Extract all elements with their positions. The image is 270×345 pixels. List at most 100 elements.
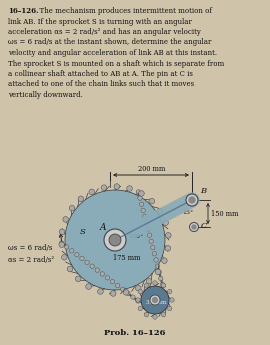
Text: 30 mm: 30 mm bbox=[146, 299, 166, 305]
Circle shape bbox=[123, 289, 129, 295]
Text: C: C bbox=[201, 222, 207, 230]
Circle shape bbox=[110, 279, 115, 284]
Circle shape bbox=[186, 194, 198, 206]
Circle shape bbox=[157, 208, 163, 214]
Text: 150 mm: 150 mm bbox=[211, 209, 238, 217]
Circle shape bbox=[136, 299, 140, 303]
Circle shape bbox=[63, 217, 68, 222]
Circle shape bbox=[170, 298, 174, 302]
Circle shape bbox=[59, 241, 64, 245]
Circle shape bbox=[75, 253, 79, 257]
Circle shape bbox=[144, 283, 149, 287]
Text: attached to one of the chain links such that it moves: attached to one of the chain links such … bbox=[8, 80, 194, 89]
Circle shape bbox=[114, 184, 120, 189]
Circle shape bbox=[138, 289, 143, 294]
Circle shape bbox=[95, 268, 99, 272]
Circle shape bbox=[144, 313, 149, 317]
Circle shape bbox=[139, 202, 144, 206]
Circle shape bbox=[151, 245, 155, 250]
Circle shape bbox=[136, 285, 141, 291]
Circle shape bbox=[153, 297, 157, 303]
Text: vertically downward.: vertically downward. bbox=[8, 91, 83, 99]
Circle shape bbox=[138, 306, 143, 311]
Circle shape bbox=[138, 196, 142, 200]
Circle shape bbox=[163, 220, 168, 226]
Circle shape bbox=[116, 283, 120, 288]
Circle shape bbox=[136, 298, 140, 302]
Circle shape bbox=[89, 189, 94, 195]
Circle shape bbox=[166, 233, 171, 238]
Circle shape bbox=[67, 266, 73, 272]
Circle shape bbox=[149, 239, 153, 244]
Circle shape bbox=[100, 272, 104, 276]
Text: B: B bbox=[200, 187, 206, 195]
Text: S: S bbox=[80, 228, 86, 236]
Circle shape bbox=[90, 264, 94, 268]
Circle shape bbox=[62, 255, 67, 260]
Text: link AB. If the sprocket S is turning with an angular: link AB. If the sprocket S is turning wi… bbox=[8, 18, 192, 26]
Text: velocity and angular acceleration of link AB at this instant.: velocity and angular acceleration of lin… bbox=[8, 49, 217, 57]
Text: The sprocket S is mounted on a shaft which is separate from: The sprocket S is mounted on a shaft whi… bbox=[8, 59, 224, 68]
Circle shape bbox=[143, 215, 147, 219]
Circle shape bbox=[149, 198, 155, 204]
Circle shape bbox=[189, 197, 195, 203]
Circle shape bbox=[120, 287, 125, 292]
Circle shape bbox=[165, 245, 171, 251]
Circle shape bbox=[59, 242, 65, 247]
Circle shape bbox=[101, 185, 107, 190]
Circle shape bbox=[147, 233, 152, 237]
Text: 175 mm: 175 mm bbox=[113, 254, 141, 262]
Circle shape bbox=[69, 205, 75, 211]
Circle shape bbox=[78, 196, 84, 201]
Circle shape bbox=[160, 283, 165, 287]
Circle shape bbox=[167, 289, 172, 294]
Text: Prob. 16–126: Prob. 16–126 bbox=[104, 329, 166, 337]
Text: ωs = 6 rad/s: ωs = 6 rad/s bbox=[8, 244, 52, 252]
Circle shape bbox=[75, 276, 81, 282]
Circle shape bbox=[109, 234, 121, 246]
Text: 200 mm: 200 mm bbox=[138, 165, 165, 173]
Text: 15°: 15° bbox=[182, 209, 193, 215]
Circle shape bbox=[146, 278, 152, 284]
Circle shape bbox=[153, 281, 157, 285]
Text: 130°: 130° bbox=[128, 235, 143, 239]
Circle shape bbox=[98, 289, 103, 294]
Text: a collinear shaft attached to AB at A. The pin at C is: a collinear shaft attached to AB at A. T… bbox=[8, 70, 193, 78]
Circle shape bbox=[65, 190, 165, 290]
Circle shape bbox=[80, 256, 84, 261]
Circle shape bbox=[161, 313, 166, 317]
Circle shape bbox=[190, 223, 198, 231]
Circle shape bbox=[126, 291, 130, 295]
Circle shape bbox=[141, 208, 145, 213]
Circle shape bbox=[85, 260, 89, 265]
Circle shape bbox=[139, 191, 144, 196]
Circle shape bbox=[105, 276, 110, 280]
Circle shape bbox=[70, 249, 74, 253]
Text: ωs = 6 rad/s at the instant shown, determine the angular: ωs = 6 rad/s at the instant shown, deter… bbox=[8, 39, 211, 47]
Circle shape bbox=[161, 258, 167, 264]
Circle shape bbox=[156, 264, 160, 268]
Circle shape bbox=[59, 229, 65, 235]
Text: A: A bbox=[100, 223, 106, 231]
Circle shape bbox=[127, 186, 132, 191]
Text: αs = 2 rad/s²: αs = 2 rad/s² bbox=[8, 256, 54, 264]
Text: 16–126.: 16–126. bbox=[8, 7, 39, 15]
Circle shape bbox=[192, 225, 196, 229]
Circle shape bbox=[86, 284, 91, 289]
Circle shape bbox=[154, 258, 158, 262]
Circle shape bbox=[157, 270, 161, 275]
Circle shape bbox=[65, 245, 69, 249]
Circle shape bbox=[110, 291, 116, 296]
Circle shape bbox=[152, 252, 157, 256]
Circle shape bbox=[144, 220, 148, 225]
Circle shape bbox=[141, 286, 169, 314]
Circle shape bbox=[158, 276, 163, 281]
Circle shape bbox=[155, 269, 161, 275]
Text: The mechanism produces intermittent motion of: The mechanism produces intermittent moti… bbox=[35, 7, 212, 15]
Circle shape bbox=[136, 190, 141, 194]
Circle shape bbox=[146, 227, 150, 231]
Circle shape bbox=[167, 306, 172, 311]
Circle shape bbox=[131, 295, 135, 299]
Circle shape bbox=[161, 283, 166, 287]
Text: acceleration αs = 2 rad/s² and has an angular velocity: acceleration αs = 2 rad/s² and has an an… bbox=[8, 28, 201, 36]
